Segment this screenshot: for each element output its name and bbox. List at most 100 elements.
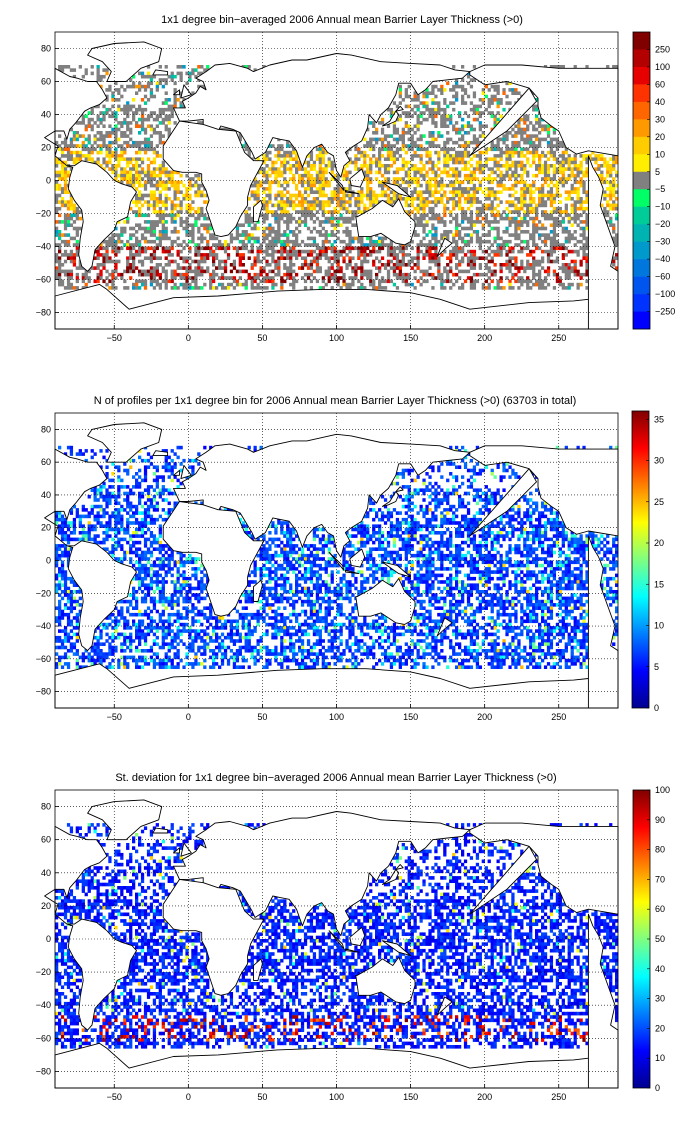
data-cell — [78, 226, 82, 231]
data-cell — [280, 203, 284, 208]
data-cell — [167, 213, 171, 218]
data-cell — [529, 233, 533, 237]
data-cell — [146, 200, 151, 204]
data-cell — [389, 150, 394, 155]
data-cell — [200, 121, 204, 125]
data-cell — [428, 140, 432, 145]
data-cell — [380, 263, 385, 267]
data-cell — [431, 465, 435, 469]
data-cell — [309, 272, 314, 277]
data-cell — [105, 150, 109, 155]
data-cell — [440, 177, 444, 181]
data-cell — [289, 249, 293, 254]
data-cell — [416, 177, 420, 181]
data-cell — [410, 210, 414, 214]
data-cell — [309, 180, 314, 185]
data-cell — [58, 445, 62, 450]
data-cell — [126, 266, 130, 270]
data-cell — [158, 137, 162, 142]
data-cell — [111, 243, 115, 247]
data-cell — [135, 200, 139, 204]
data-cell — [149, 170, 154, 175]
data-cell — [576, 197, 580, 201]
data-cell — [203, 200, 207, 204]
data-cell — [461, 124, 465, 128]
data-cell — [55, 193, 59, 198]
data-cell — [164, 246, 168, 251]
data-cell — [360, 282, 364, 287]
data-cell — [209, 253, 213, 257]
data-cell — [517, 269, 521, 274]
data-cell — [490, 111, 494, 115]
data-cell — [404, 94, 408, 99]
data-cell — [505, 147, 509, 152]
data-cell — [496, 160, 500, 165]
data-cell — [520, 246, 524, 251]
data-cell — [123, 462, 127, 466]
data-cell — [96, 114, 100, 119]
data-cell — [576, 193, 580, 198]
data-cell — [342, 249, 346, 254]
data-cell — [265, 170, 269, 175]
data-cell — [63, 223, 68, 227]
data-cell — [66, 173, 71, 178]
data-cell — [303, 180, 308, 185]
data-cell — [383, 177, 388, 181]
data-cell — [167, 197, 171, 201]
data-cell — [318, 180, 322, 185]
data-cell — [526, 206, 530, 211]
data-cell — [135, 124, 139, 128]
data-cell — [570, 206, 574, 211]
data-cell — [561, 226, 565, 231]
data-cell — [120, 170, 124, 175]
data-cell — [493, 272, 497, 277]
data-cell — [283, 177, 287, 181]
data-cell — [428, 134, 432, 138]
data-cell — [161, 117, 165, 122]
data-cell — [449, 256, 453, 260]
data-cell — [401, 180, 405, 185]
data-cell — [546, 213, 551, 218]
data-cell — [108, 286, 112, 290]
data-cell — [330, 263, 334, 267]
data-cell — [386, 170, 391, 175]
data-cell — [93, 256, 97, 260]
data-cell — [564, 190, 568, 194]
data-cell — [63, 144, 68, 148]
data-cell — [226, 246, 231, 251]
data-cell — [283, 213, 287, 218]
data-cell — [582, 226, 586, 231]
data-cell — [395, 193, 400, 198]
data-cell — [268, 269, 272, 274]
data-cell — [606, 65, 610, 69]
data-cell — [55, 220, 59, 224]
data-cell — [253, 256, 257, 260]
data-cell — [615, 170, 619, 175]
data-cell — [158, 177, 162, 181]
data-cell — [238, 239, 242, 244]
data-cell — [176, 65, 180, 69]
data-cell — [303, 210, 308, 214]
data-cell — [69, 256, 74, 260]
data-cell — [481, 170, 485, 175]
data-cell — [274, 213, 278, 218]
data-cell — [55, 173, 59, 178]
coastline — [349, 168, 366, 188]
data-cell — [511, 154, 515, 158]
data-cell — [514, 180, 518, 185]
panel-1-title: 1x1 degree bin−averaged 2006 Annual mean… — [161, 14, 523, 26]
data-cell — [298, 164, 302, 168]
data-cell — [526, 117, 530, 122]
data-cell — [318, 193, 322, 198]
colorbar-swatch — [633, 189, 650, 208]
data-cell — [526, 203, 530, 208]
data-cell — [105, 134, 109, 138]
data-cell — [440, 170, 444, 175]
data-cell — [600, 154, 604, 158]
data-cell — [345, 193, 349, 198]
data-cell — [576, 286, 580, 290]
data-cell — [472, 200, 477, 204]
data-cell — [69, 216, 74, 221]
data-cell — [274, 173, 278, 178]
data-cell — [200, 193, 204, 198]
